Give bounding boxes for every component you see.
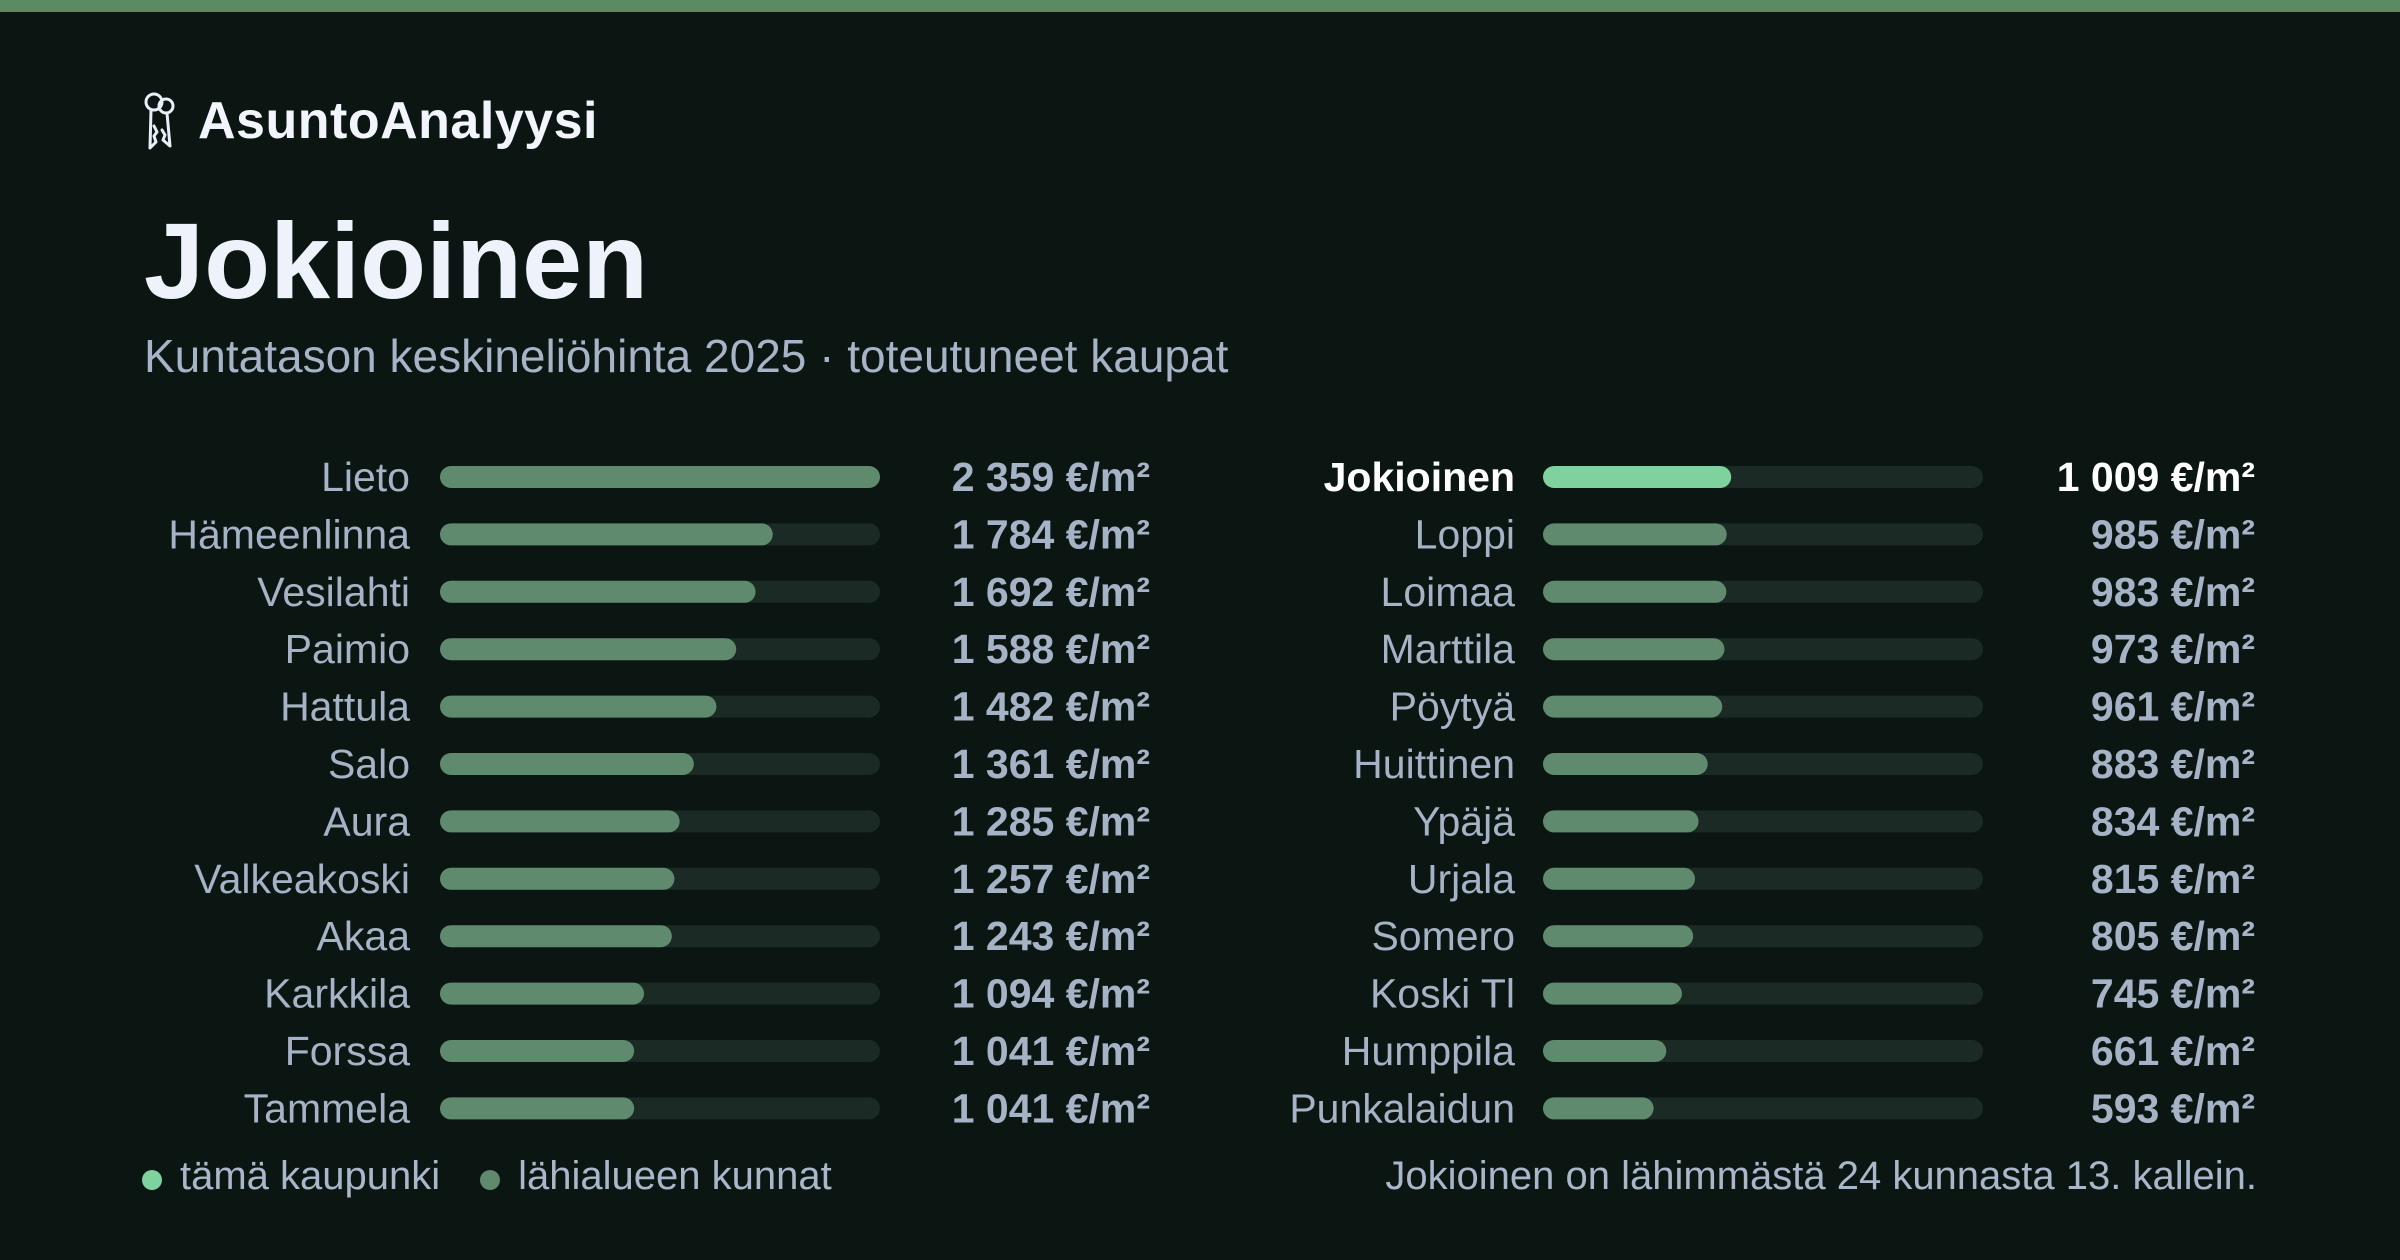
bar-label: Aura <box>323 798 410 844</box>
bar-label: Forssa <box>285 1028 411 1074</box>
bar-label: Marttila <box>1381 626 1516 672</box>
bar <box>1543 753 1708 775</box>
bar-label: Karkkila <box>264 971 410 1017</box>
legend-label-neighbors: lähialueen kunnat <box>518 1154 832 1198</box>
bar-value-label: 1 243 €/m² <box>952 913 1150 959</box>
bar-value-label: 2 359 €/m² <box>952 454 1150 500</box>
bar-value-label: 1 041 €/m² <box>952 1085 1150 1131</box>
bar-label: Ypäjä <box>1413 798 1515 844</box>
brand-name: AsuntoAnalyysi <box>198 92 598 150</box>
bar-value-label: 1 361 €/m² <box>952 741 1150 787</box>
bar-label: Tammela <box>244 1085 411 1131</box>
bar-label: Vesilahti <box>257 569 410 615</box>
bar-value-label: 745 €/m² <box>2091 971 2255 1017</box>
bar-value-label: 1 482 €/m² <box>952 684 1150 730</box>
bar-value-label: 1 588 €/m² <box>952 626 1150 672</box>
bar <box>1543 1040 1667 1062</box>
bar-label: Hämeenlinna <box>168 511 410 557</box>
bar-value-label: 1 692 €/m² <box>952 569 1150 615</box>
bar <box>1543 925 1694 948</box>
bar <box>1543 638 1725 661</box>
bar <box>440 982 645 1005</box>
bar <box>1543 1097 1654 1120</box>
bar-value-label: 1 041 €/m² <box>952 1028 1150 1074</box>
bar <box>440 1097 635 1120</box>
bar <box>440 523 773 546</box>
bar <box>1543 810 1699 833</box>
legend-item-neighbors: lähialueen kunnat <box>480 1154 832 1199</box>
bar-value-label: 1 784 €/m² <box>952 511 1150 557</box>
legend-dot-neighbor <box>480 1169 501 1190</box>
keys-icon <box>144 92 175 150</box>
bar-value-label: 883 €/m² <box>2091 741 2255 787</box>
bar <box>440 1040 635 1062</box>
bar-label: Koski Tl <box>1370 971 1515 1017</box>
bar-label: Salo <box>328 741 410 787</box>
bar <box>440 466 880 488</box>
top-accent-stripe <box>0 0 2400 12</box>
bar-label: Loppi <box>1415 511 1515 557</box>
bar <box>440 925 672 948</box>
bar-label: Somero <box>1371 913 1515 959</box>
bar-label: Urjala <box>1408 856 1515 902</box>
bar <box>440 638 737 661</box>
bar-label: Punkalaidun <box>1289 1085 1515 1131</box>
bar-value-label: 834 €/m² <box>2091 798 2255 844</box>
bar <box>1543 867 1696 890</box>
bar <box>1543 523 1727 546</box>
bar <box>1543 982 1682 1005</box>
bar-label: Akaa <box>317 913 411 959</box>
page-subtitle: Kuntatason keskineliöhinta 2025 · toteut… <box>144 330 1229 382</box>
bar-label: Paimio <box>285 626 410 672</box>
bar-value-label: 661 €/m² <box>2091 1028 2255 1074</box>
bar-value-label: 1 009 €/m² <box>2057 454 2255 500</box>
bar-label: Huittinen <box>1353 741 1515 787</box>
bar <box>440 867 675 890</box>
bar-label: Loimaa <box>1381 569 1516 615</box>
bar-value-label: 593 €/m² <box>2091 1085 2255 1131</box>
bar-value-label: 973 €/m² <box>2091 626 2255 672</box>
bar-label: Valkeakoski <box>194 856 410 902</box>
bar <box>440 580 756 603</box>
bar-label: Jokioinen <box>1324 454 1515 500</box>
legend-item-this-city: tämä kaupunki <box>142 1154 440 1199</box>
legend: tämä kaupunki lähialueen kunnat <box>142 1154 872 1199</box>
bar <box>440 753 694 775</box>
bar-highlight <box>1543 466 1732 488</box>
legend-label-this-city: tämä kaupunki <box>180 1154 441 1198</box>
bar-label: Humppila <box>1342 1028 1515 1074</box>
brand: AsuntoAnalyysi <box>140 88 598 154</box>
bar-value-label: 1 285 €/m² <box>952 798 1150 844</box>
bar-value-label: 961 €/m² <box>2091 684 2255 730</box>
bar-value-label: 1 257 €/m² <box>952 856 1150 902</box>
bar-label: Lieto <box>321 454 410 500</box>
legend-dot-highlight <box>142 1169 162 1190</box>
page-title: Jokioinen <box>144 200 649 321</box>
bar-value-label: 1 094 €/m² <box>952 971 1150 1017</box>
bar <box>440 695 717 718</box>
bar <box>1543 695 1723 718</box>
bar-value-label: 805 €/m² <box>2091 913 2255 959</box>
bar-value-label: 815 €/m² <box>2091 856 2255 902</box>
bar <box>1543 580 1727 603</box>
bar-value-label: 985 €/m² <box>2091 511 2255 557</box>
bar-label: Hattula <box>280 684 410 730</box>
bar-label: Pöytyä <box>1390 684 1516 730</box>
ranking-footnote: Jokioinen on lähimmästä 24 kunnasta 13. … <box>1385 1154 2257 1198</box>
bar-value-label: 983 €/m² <box>2091 569 2255 615</box>
bar-track <box>1543 1097 1983 1120</box>
price-bar-chart: Lieto 2 359 €/m² Hämeenlinna 1 784 €/m² Vesi… <box>168 454 2255 1131</box>
bar <box>440 810 680 833</box>
